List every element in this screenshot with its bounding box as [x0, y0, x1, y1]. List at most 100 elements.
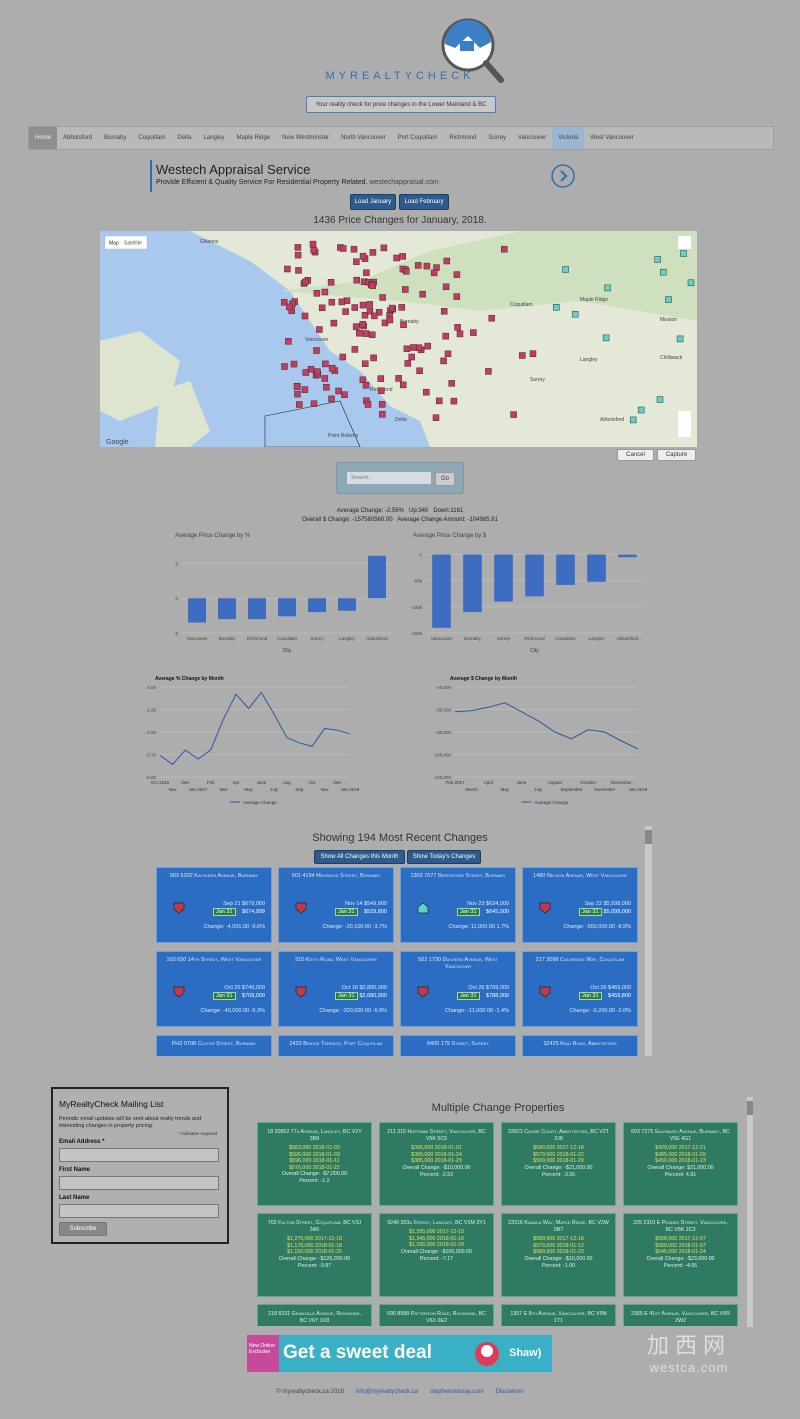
multi-card[interactable]: 9240 203a Street, Langley, BC V1M 3Y1 $1,…	[379, 1213, 494, 1297]
price-entry: $395,000 2018-01-01	[411, 1145, 462, 1151]
listing-card[interactable]: 2423 Bridge Terrace, Port Coquitlam	[278, 1035, 394, 1056]
nav-item[interactable]: Vancouver	[518, 135, 547, 141]
multi-card[interactable]: 18 20852 77a Avenue, Langley, BC V2Y 3B8…	[257, 1122, 372, 1206]
multi-card[interactable]: 2355 E 41st Avenue, Vancouver, BC V5R 2W…	[623, 1304, 738, 1326]
scroll-thumb[interactable]	[747, 1101, 753, 1115]
map-marker	[363, 269, 370, 276]
subscribe-button[interactable]: Subscribe	[59, 1222, 107, 1236]
chart: Average Price Change by % -5 0 5 Vancouver Bu…	[174, 533, 392, 654]
listing-card[interactable]: 901 4194 Maywood Street, Burnaby Nov 14 $…	[278, 867, 394, 943]
multi-card[interactable]: 211 315 Hoffman Street, Vancouver, BC V5…	[379, 1122, 494, 1206]
multi-card[interactable]: 603 7275 Salisbury Avenue, Burnaby, BC V…	[623, 1122, 738, 1206]
multi-card[interactable]: 702 Fulton Street, Coquitlam, BC V3J 3A5…	[257, 1213, 372, 1297]
footer-link[interactable]: Disclaimer	[495, 1389, 524, 1395]
map-marker	[424, 342, 431, 350]
map[interactable]: MapSatelliteGibsonsVancouverBurnabyRichm…	[100, 231, 697, 447]
search-input[interactable]: Search...	[347, 472, 431, 484]
show-month-button[interactable]: Show All Changes this Month	[314, 850, 405, 864]
map-marker	[301, 386, 309, 393]
map-marker	[290, 360, 298, 368]
price-entry: $999,900 2017-12-18	[533, 1236, 584, 1242]
nav-item[interactable]: Langley	[203, 135, 225, 141]
percent: Percent: 4.91	[664, 1171, 697, 1178]
map-marker	[310, 400, 318, 407]
multi-card[interactable]: 690 8988 Patterson Road, Richmond, BC V6…	[379, 1304, 494, 1326]
multi-address: 33921 Cassie Court, Abbotsford, BC V2T 3…	[508, 1129, 609, 1142]
trend-icon	[295, 902, 307, 914]
line	[454, 702, 639, 750]
chart-title: Average Price Change by $	[413, 533, 487, 539]
field-input[interactable]	[59, 1148, 219, 1162]
nav-item[interactable]: Coquitlam	[138, 135, 166, 141]
nav-item[interactable]: Victoria	[552, 127, 585, 149]
listing-card[interactable]: 903 6202 Kathleen Avenue, Burnaby Sep 21 …	[156, 867, 272, 943]
bar	[556, 554, 575, 585]
nav-item[interactable]: Surrey	[488, 135, 507, 141]
y-tick-label: -150k	[411, 631, 423, 636]
field-input[interactable]	[59, 1204, 219, 1218]
show-today-button[interactable]: Show Today's Changes	[407, 850, 481, 864]
nav-item[interactable]: Abbotsford	[63, 135, 93, 141]
nav-item[interactable]: New Westminster	[282, 135, 330, 141]
multi-address: 702 Fulton Street, Coquitlam, BC V3J 3A5	[267, 1220, 362, 1233]
map-marker	[338, 298, 346, 306]
listing-card[interactable]: 1480 Nelson Avenue, West Vancouver Sep 22…	[522, 867, 638, 943]
map-marker	[364, 401, 372, 408]
map-marker	[676, 335, 684, 343]
nav-item[interactable]: West Vancouver	[590, 135, 634, 141]
nav-item[interactable]: Burnaby	[104, 135, 127, 141]
listing-card[interactable]: 32425 King Road, Abbotsford	[522, 1035, 638, 1056]
map-marker	[553, 304, 560, 311]
nav-item[interactable]: Delta	[177, 135, 192, 141]
y-tick-label: -120,000	[433, 775, 451, 780]
load-button[interactable]: Load February	[399, 194, 449, 210]
tagline: Your reality check for price changes in …	[306, 96, 496, 113]
nav-item[interactable]: North Vancouver	[341, 135, 386, 141]
footer-link[interactable]: info@myrealtycheck.ca	[355, 1389, 418, 1395]
nav-item[interactable]: Port Coquitlam	[397, 135, 438, 141]
load-button[interactable]: Load January	[350, 194, 396, 210]
multi-card[interactable]: 218 8231 Granville Avenue, Richmond, BC …	[257, 1304, 372, 1326]
map-marker	[366, 307, 374, 315]
listing-card[interactable]: 1303 7077 Beresford Street, Burnaby Nov 2…	[400, 867, 516, 943]
multi-card[interactable]: 225 2310 E Pender Street, Vancouver, BC …	[623, 1213, 738, 1297]
multi-card[interactable]: 33921 Cassie Court, Abbotsford, BC V2T 3…	[501, 1122, 616, 1206]
search-button[interactable]: Go	[435, 472, 455, 486]
map-marker	[281, 299, 288, 306]
listing-card[interactable]: PH3 9708 Colter Street, Burnaby	[156, 1035, 272, 1056]
recent-list: 903 6202 Kathleen Avenue, Burnaby Sep 21 …	[155, 865, 645, 1056]
banner-ad[interactable]: New Online Exclusive Get a sweet deal Sh…	[247, 1335, 552, 1372]
watermark: 加西网 westca.com	[637, 1328, 741, 1375]
scroll-thumb[interactable]	[645, 830, 652, 844]
multi-card[interactable]: 23316 Kanaka Way, Maple Ridge, BC V2W 0B…	[501, 1213, 616, 1297]
old-price: Oct 26 $799,000	[468, 985, 509, 991]
price-entry: $989,900 2018-01-23	[533, 1249, 584, 1255]
capture-button[interactable]: Capture	[657, 449, 696, 461]
nav-item[interactable]: Maple Ridge	[236, 135, 271, 141]
price-entry: $583,000 2018-01-03	[289, 1145, 340, 1151]
map-marker	[377, 375, 385, 382]
multi-card[interactable]: 1307 E 8th Avenue, Vancouver, BC V5N 1T1	[501, 1304, 616, 1326]
ad[interactable]: Westech Appraisal Service Provide Effici…	[150, 158, 650, 193]
y-tick-label: -100k	[411, 605, 423, 610]
scrollbar[interactable]	[645, 826, 652, 1056]
old-price: Nov 14 $549,900	[345, 901, 387, 907]
footer-link[interactable]: stephenramsay.com	[429, 1389, 484, 1395]
nav-item[interactable]: Richmond	[449, 135, 477, 141]
old-price: Oct 16 $2,880,000	[341, 985, 387, 991]
overall-change: Overall Change: $21,000.00	[647, 1164, 714, 1171]
cancel-button[interactable]: Cancel	[617, 449, 654, 461]
listing-card[interactable]: 102 650 14th Street, West Vancouver Oct 2…	[156, 951, 272, 1027]
listing-card[interactable]: 510 Keith Road, West Vancouver Oct 16 $2,…	[278, 951, 394, 1027]
field-input[interactable]	[59, 1176, 219, 1190]
nav-item[interactable]: Home	[29, 127, 58, 149]
scrollbar[interactable]	[747, 1097, 753, 1327]
listing-card[interactable]: 6409 179 Street, Surrey	[400, 1035, 516, 1056]
stats-line: Overall $ Change: -157580560.00 Average …	[302, 517, 498, 523]
listing-card[interactable]: 502 1730 Duchess Avenue, West Vancouver O…	[400, 951, 516, 1027]
map-label: Point Roberts	[328, 433, 359, 439]
map-marker	[322, 360, 329, 368]
listing-card[interactable]: 217 3098 Coleridge Way, Coquitlam Oct 26 …	[522, 951, 638, 1027]
ad-arrow[interactable]	[550, 163, 576, 189]
